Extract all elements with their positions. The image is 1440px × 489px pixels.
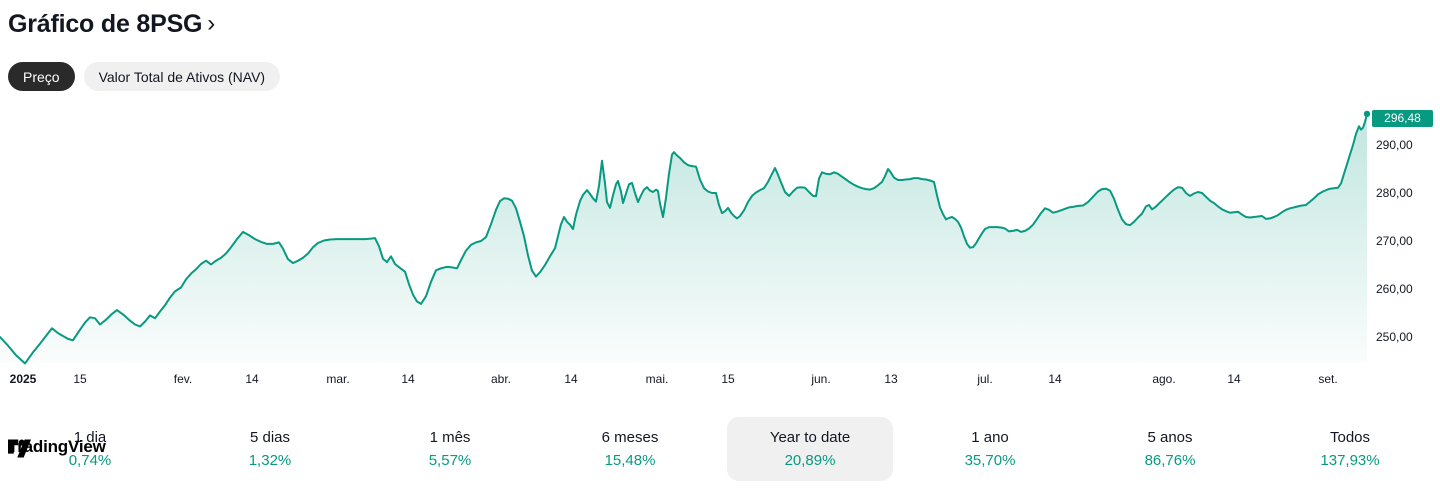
period-button-year-to-date[interactable]: Year to date 20,89% — [727, 417, 893, 481]
chart-line — [0, 112, 1368, 365]
period-stats-bar: 1 dia 0,74% 5 dias 1,32% 1 mês 5,57% 6 meses 15… — [0, 417, 1440, 481]
last-price-badge: 296,48 — [1372, 110, 1433, 127]
price-axis: 290,00 280,00 270,00 260,00 250,00 — [1372, 100, 1440, 363]
period-button-6-meses[interactable]: 6 meses 15,48% — [547, 417, 713, 481]
period-button-1-dia[interactable]: 1 dia 0,74% — [7, 417, 173, 481]
time-tick: fev. — [173, 372, 193, 386]
time-tick: mai. — [645, 372, 669, 386]
price-toggle-button[interactable]: Preço — [8, 62, 75, 91]
period-label: Year to date — [769, 428, 851, 446]
time-tick: ago. — [1152, 372, 1176, 386]
period-label: 1 dia — [73, 428, 107, 446]
time-tick: mar. — [326, 372, 350, 386]
period-label: 5 anos — [1147, 428, 1193, 446]
time-tick: 14 — [1048, 372, 1062, 386]
time-tick: 14 — [1227, 372, 1241, 386]
price-tick: 270,00 — [1376, 234, 1413, 248]
time-tick: jun. — [811, 372, 831, 386]
period-value: 35,70% — [964, 451, 1016, 469]
period-value: 5,57% — [428, 451, 472, 469]
tradingview-logo-text: TradingView — [8, 437, 106, 456]
price-chart-svg[interactable] — [0, 100, 1371, 365]
period-button-todos[interactable]: Todos 137,93% — [1267, 417, 1433, 481]
tradingview-logo[interactable]: TradingView — [8, 437, 106, 458]
period-value: 1,32% — [248, 451, 292, 469]
period-button-5-dias[interactable]: 5 dias 1,32% — [187, 417, 353, 481]
page-title: Gráfico de 8PSG — [8, 10, 203, 38]
time-tick: 14 — [564, 372, 578, 386]
period-label: 6 meses — [601, 428, 659, 446]
price-tick: 250,00 — [1376, 330, 1413, 344]
tradingview-logo-icon — [8, 439, 31, 458]
time-tick: 13 — [884, 372, 898, 386]
series-toggle-group: Preço Valor Total de Ativos (NAV) — [8, 62, 281, 91]
price-chart[interactable]: TradingView — [0, 100, 1371, 458]
time-tick: 15 — [73, 372, 87, 386]
time-tick: jul. — [977, 372, 993, 386]
last-point-dot — [1363, 110, 1371, 118]
nav-toggle-button[interactable]: Valor Total de Ativos (NAV) — [83, 62, 281, 91]
time-tick: 14 — [401, 372, 415, 386]
chart-title-link[interactable]: Gráfico de 8PSG › — [8, 8, 215, 40]
period-label: 1 ano — [971, 428, 1009, 446]
price-tick: 290,00 — [1376, 138, 1413, 152]
period-button-1-ano[interactable]: 1 ano 35,70% — [907, 417, 1073, 481]
period-value: 15,48% — [604, 451, 656, 469]
chevron-right-icon: › — [207, 10, 216, 37]
time-tick: 2025 — [9, 372, 37, 386]
period-label: 1 mês — [429, 428, 471, 446]
time-tick: set. — [1318, 372, 1338, 386]
time-axis: 2025 15 fev. 14 mar. 14 abr. 14 mai. 15 jun. 13 jul.… — [0, 372, 1440, 388]
price-tick: 260,00 — [1376, 282, 1413, 296]
period-value: 86,76% — [1144, 451, 1196, 469]
period-label: Todos — [1329, 428, 1371, 446]
period-value: 20,89% — [784, 451, 836, 469]
period-button-5-anos[interactable]: 5 anos 86,76% — [1087, 417, 1253, 481]
time-tick: 15 — [721, 372, 735, 386]
period-button-1-mes[interactable]: 1 mês 5,57% — [367, 417, 533, 481]
period-value: 0,74% — [68, 451, 112, 469]
time-tick: 14 — [245, 372, 259, 386]
time-tick: abr. — [490, 372, 512, 386]
period-label: 5 dias — [249, 428, 291, 446]
price-tick: 280,00 — [1376, 186, 1413, 200]
chart-area-fill — [0, 113, 1367, 364]
period-value: 137,93% — [1320, 451, 1380, 469]
